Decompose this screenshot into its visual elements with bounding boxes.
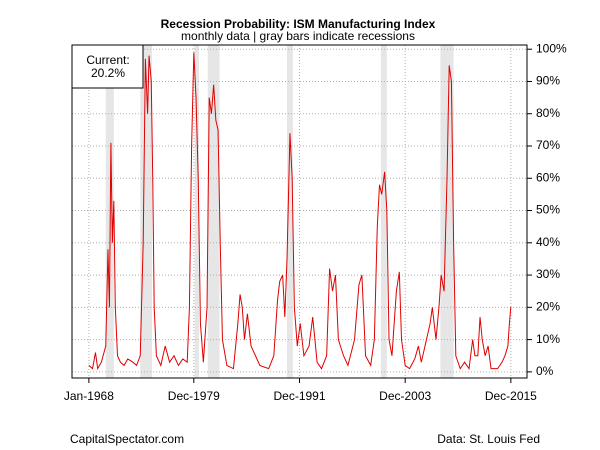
y-tick-label: 0% (536, 364, 554, 378)
plot-frame (71, 44, 528, 379)
series-line (88, 52, 512, 371)
recession-bar (194, 45, 199, 378)
recession-bar (380, 45, 387, 378)
y-tick-label: 10% (536, 332, 560, 346)
recession-bar (440, 45, 454, 378)
legend-title: Current: (86, 53, 129, 67)
y-tick-label: 100% (536, 41, 567, 55)
chart-subtitle: monthly data | gray bars indicate recess… (181, 29, 415, 43)
y-tick-label: 60% (536, 170, 560, 184)
recession-bar (287, 45, 293, 378)
y-tick-label: 70% (536, 138, 560, 152)
recession-bar (140, 45, 152, 378)
y-tick-label: 50% (536, 203, 560, 217)
legend-box (71, 44, 144, 89)
y-tick-label: 80% (536, 106, 560, 120)
chart-title: Recession Probability: ISM Manufacturing… (161, 17, 436, 31)
y-tick-label: 40% (536, 235, 560, 249)
x-tick-label: Dec-1991 (273, 389, 325, 403)
x-tick-label: Dec-2015 (485, 389, 537, 403)
legend-value: 20.2% (91, 66, 125, 80)
recession-bar (207, 45, 220, 378)
y-tick-label: 20% (536, 300, 560, 314)
footer-left: CapitalSpectator.com (70, 432, 184, 446)
y-tick-label: 90% (536, 74, 560, 88)
x-tick-label: Dec-2003 (379, 389, 431, 403)
x-tick-label: Jan-1968 (64, 389, 114, 403)
x-tick-label: Dec-1979 (168, 389, 220, 403)
y-tick-label: 30% (536, 267, 560, 281)
footer-right: Data: St. Louis Fed (437, 432, 540, 446)
